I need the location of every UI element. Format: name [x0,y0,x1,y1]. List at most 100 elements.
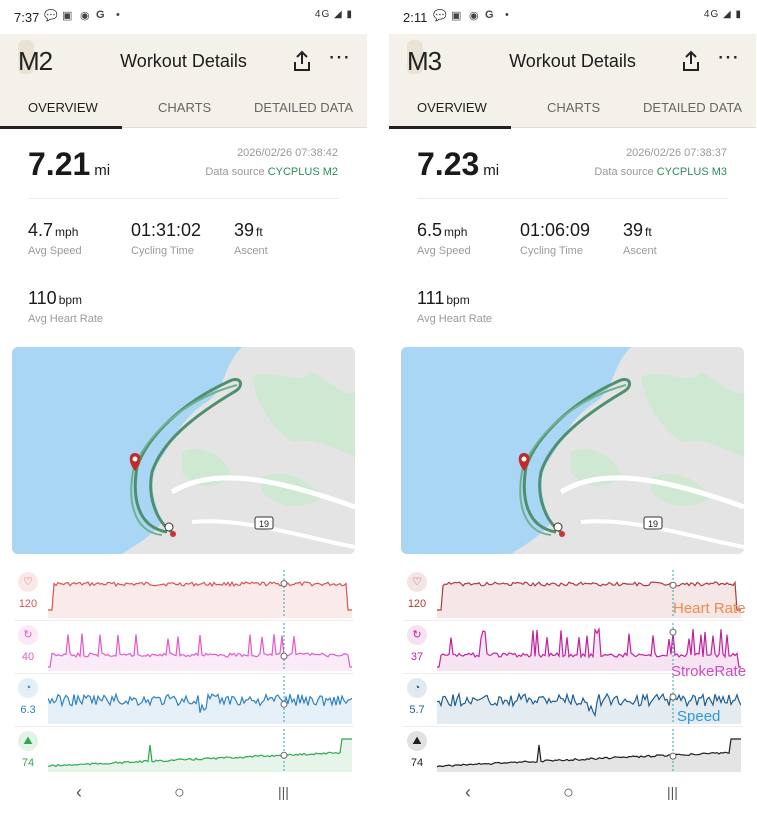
divider [403,726,743,727]
cursor-dot [280,580,288,588]
speed-icon: ◔ [407,678,427,698]
cursor-dot [280,751,288,759]
message-icon: 💬 [433,10,447,22]
divider [28,198,339,199]
start-marker [164,522,174,532]
heart-rate-value: 120 [18,598,38,610]
cursor-dot [669,752,677,760]
tab-overview[interactable]: OVERVIEW [417,100,487,115]
water-area [12,347,242,554]
tab-detailed-data[interactable]: DETAILED DATA [254,100,353,115]
overlay-label: Heart Rate [673,600,746,617]
more-options-icon[interactable]: ⋯ [328,44,351,69]
tab-charts[interactable]: CHARTS [158,100,212,115]
route-map[interactable]: 19 [12,347,355,554]
metric-avg-heart-rate: 111 bpm Avg Heart Rate [417,288,493,325]
heart-rate-icon: ♡ [18,572,38,592]
chart-row-elevation[interactable]: ⛰ 74 [403,729,743,781]
cursor-dot [669,581,677,589]
signal-battery-icon: 4G ◢ ▮ [703,9,742,20]
stroke-rate-sparkline [437,623,741,671]
metric-cycling-time: 01:06:09 Cycling Time [520,220,591,257]
chart-row-elevation[interactable]: ⛰ 74 [14,729,354,781]
signal-battery-icon: 4G ◢ ▮ [314,9,353,20]
stroke-rate-sparkline [48,623,352,671]
back-icon[interactable]: ‹ [465,782,471,802]
sparkline-area [437,694,741,724]
active-tab-indicator [389,126,511,129]
speed-sparkline [48,676,352,724]
status-time: 2:11 [403,10,428,25]
device-logo: M2 [18,40,53,77]
tab-overview[interactable]: OVERVIEW [28,100,98,115]
more-options-icon[interactable]: ⋯ [717,44,740,69]
sparkline-line [48,692,352,713]
overlay-label: Speed [677,708,721,725]
chart-row-stroke-rate[interactable]: ↻ 40 [14,623,354,675]
chart-row-heart-rate[interactable]: ♡ 120 [403,570,743,622]
heart-rate-sparkline [437,570,741,618]
share-icon[interactable] [681,50,701,78]
metric-avg-speed: 4.7 mph Avg Speed [28,220,82,257]
back-icon[interactable]: ‹ [76,782,82,802]
sparkline-area [437,629,741,671]
sparkline-area [437,582,741,618]
tab-detailed-data[interactable]: DETAILED DATA [643,100,742,115]
route-map[interactable]: 19 [401,347,744,554]
speed-value: 5.7 [409,704,425,716]
chart-row-stroke-rate[interactable]: ↻ 37 [403,623,743,675]
speed-value: 6.3 [20,704,36,716]
device-logo: M3 [407,40,442,77]
sparkline-area [48,633,352,671]
status-time: 7:37 [14,10,40,25]
stroke-rate-value: 37 [410,651,424,663]
sparkline-line [437,580,741,611]
share-icon[interactable] [292,50,312,78]
app-header: M2 Workout Details ⋯ [0,34,367,90]
sparkline-line [437,738,741,768]
metric-cycling-time: 01:31:02 Cycling Time [131,220,202,257]
sparkline-line [437,626,741,668]
chart-row-speed[interactable]: ◔ 6.3 [14,676,354,728]
start-marker [553,522,563,532]
chart-row-speed[interactable]: ◔ 5.7 [403,676,743,728]
status-bar: 7:37 💬 ▣ ◉ G • 4G ◢ ▮ [0,0,367,34]
heart-rate-value: 120 [407,598,427,610]
workout-date: 2026/02/26 07:38:42 [237,147,338,159]
data-source: Data source CYCPLUS M2 [205,166,338,178]
recents-icon[interactable]: ||| [278,784,289,800]
sparkline-area [48,582,352,618]
sparkline-line [48,738,352,768]
route-path [133,377,242,534]
home-icon[interactable]: ○ [563,782,574,802]
road [170,475,355,510]
page-title: Workout Details [120,51,247,71]
phone-m3: 2:11 💬 ▣ ◉ G • 4G ◢ ▮ M3 Workout Details… [389,0,756,814]
recents-icon[interactable]: ||| [667,784,678,800]
active-tab-indicator [0,126,122,129]
tab-charts[interactable]: CHARTS [547,100,601,115]
home-icon[interactable]: ○ [174,782,185,802]
road [559,475,744,510]
elevation-value: 74 [410,757,424,769]
distance-value: 7.21 mi [28,146,111,182]
dot-icon: • [116,9,120,21]
status-bar: 2:11 💬 ▣ ◉ G • 4G ◢ ▮ [389,0,756,34]
app-header: M3 Workout Details ⋯ [389,34,756,90]
google-icon: G [96,9,105,21]
page-title: Workout Details [509,51,636,71]
sparkline-line [437,691,741,718]
elevation-icon: ⛰ [407,731,427,751]
system-nav-bar: ‹ ○ ||| [389,772,756,814]
route-path [522,377,631,534]
divider [14,620,354,621]
elevation-icon: ⛰ [18,731,38,751]
distance-value: 7.23 mi [417,146,500,182]
divider [417,198,728,199]
sparkline-line [48,633,352,668]
speed-icon: ◔ [18,678,38,698]
notification-icon: ▣ [62,10,73,22]
park-area [641,372,744,457]
chart-row-heart-rate[interactable]: ♡ 120 [14,570,354,622]
stroke-rate-icon: ↻ [18,625,38,645]
